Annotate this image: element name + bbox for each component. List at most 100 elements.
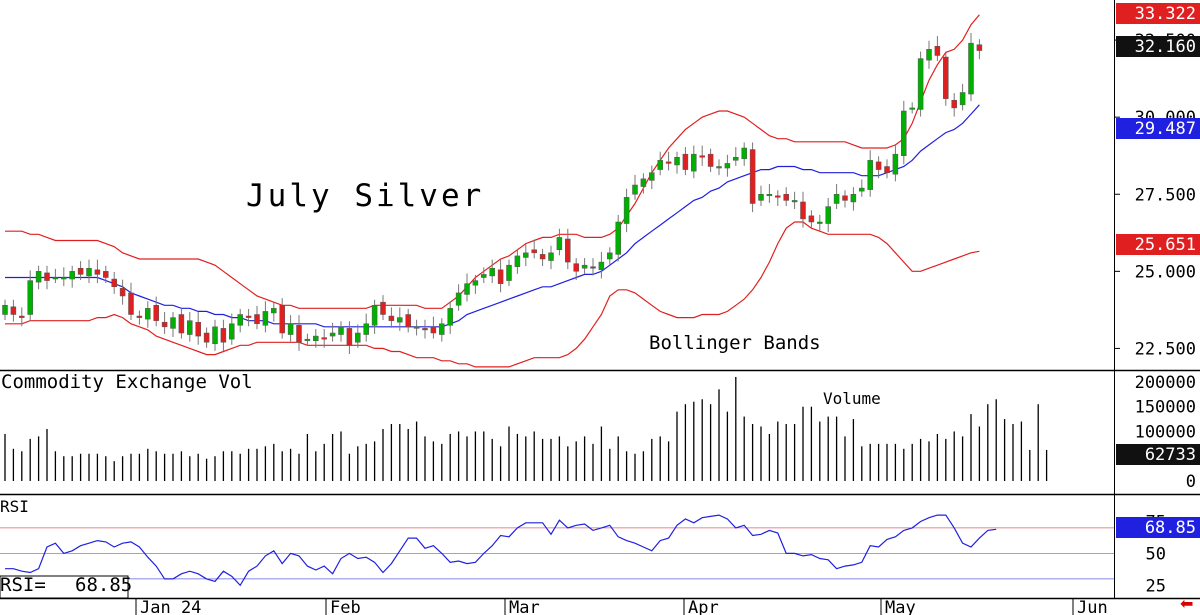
price-badge-bg <box>1116 36 1200 57</box>
candle-body <box>968 42 974 95</box>
candle-body <box>657 160 663 170</box>
candle-body <box>716 166 722 169</box>
x-tick-label: Jun <box>1077 598 1108 615</box>
candle-body <box>598 261 605 271</box>
candle-body <box>674 157 680 166</box>
candle-body <box>825 206 831 224</box>
candlestick-series <box>2 32 983 354</box>
candle-body <box>749 149 756 204</box>
candle-body <box>649 172 655 181</box>
candle-body <box>917 58 924 110</box>
chart-labels: July Silver Bollinger Bands Commodity Ex… <box>0 178 881 596</box>
volume-badge: 62733 <box>1145 445 1196 465</box>
gridlines <box>0 527 1114 580</box>
lower-band-line <box>5 221 980 368</box>
candle-body <box>187 320 193 335</box>
volume-panel-label: Commodity Exchange Vol <box>1 371 253 393</box>
candle-body <box>430 326 437 334</box>
price-badge: 25.651 <box>1135 235 1196 255</box>
candle-body <box>422 328 428 331</box>
candle-body <box>380 301 386 315</box>
candle-body <box>565 238 571 263</box>
candle-body <box>682 153 689 170</box>
axes: 22.50025.00027.50030.00032.5002000001500… <box>135 31 1196 615</box>
candle-body <box>19 315 25 318</box>
volume-tick-label: 0 <box>1186 472 1196 492</box>
candle-body <box>262 311 269 326</box>
candle-body <box>313 335 319 341</box>
candle-body <box>514 255 521 267</box>
bollinger-bands <box>5 14 980 368</box>
candle-body <box>590 266 596 269</box>
rsi-readout-value: 68.85 <box>75 574 132 596</box>
candle-body <box>842 195 848 201</box>
candle-body <box>321 337 327 340</box>
candle-body <box>926 49 932 61</box>
candle-body <box>640 178 647 187</box>
candle-body <box>607 252 613 260</box>
price-badge-bg <box>1116 118 1200 139</box>
x-tick-label: Jan 24 <box>140 598 201 615</box>
candle-body <box>800 201 806 220</box>
candle-body <box>363 323 369 335</box>
candle-body <box>329 332 336 337</box>
candle-body <box>531 249 537 254</box>
candle-body <box>691 153 697 172</box>
candle-body <box>909 107 915 110</box>
scroll-left-icon[interactable]: ⬅ <box>1180 594 1194 613</box>
rsi-panel-label: RSI <box>0 497 29 516</box>
candle-body <box>934 46 941 56</box>
volume-badge-bg <box>1116 444 1200 465</box>
candle-body <box>901 110 907 156</box>
candle-body <box>397 317 403 323</box>
candle-body <box>943 56 949 99</box>
candle-body <box>128 292 134 315</box>
candle-body <box>195 321 201 337</box>
candle-body <box>237 314 243 326</box>
candle-body <box>775 195 781 198</box>
candle-body <box>791 200 798 203</box>
candle-body <box>766 194 773 197</box>
candle-body <box>497 269 504 284</box>
volume-tick-label: 200000 <box>1135 373 1196 393</box>
candle-body <box>464 283 470 295</box>
candle-body <box>111 278 117 287</box>
candle-body <box>27 280 33 315</box>
x-tick-label: Feb <box>330 598 361 615</box>
candle-body <box>867 160 873 190</box>
rsi-line <box>5 514 997 587</box>
candle-body <box>875 161 882 170</box>
candle-body <box>178 314 185 334</box>
candle-body <box>808 215 815 223</box>
volume-bars <box>4 376 1048 481</box>
price-badge: 33.322 <box>1135 4 1196 24</box>
candle-body <box>724 163 731 169</box>
candle-body <box>296 325 302 343</box>
candle-body <box>61 277 67 280</box>
price-badge-bg <box>1116 3 1200 24</box>
candle-body <box>581 264 588 269</box>
candle-body <box>44 272 50 281</box>
rsi-badge: 68.85 <box>1145 518 1196 538</box>
x-tick-label: Mar <box>509 598 540 615</box>
candle-body <box>632 184 638 195</box>
rsi-badge-bg <box>1116 517 1200 538</box>
rsi-series <box>0 514 997 599</box>
candle-body <box>86 268 92 277</box>
x-tick-label: May <box>885 598 916 615</box>
price-badge: 29.487 <box>1135 119 1196 139</box>
candle-body <box>69 271 75 280</box>
candle-body <box>447 308 453 326</box>
candle-body <box>615 221 621 255</box>
candle-body <box>52 277 59 280</box>
candle-body <box>758 194 764 201</box>
candle-body <box>959 92 966 106</box>
candle-body <box>699 155 705 158</box>
candle-body <box>103 271 109 278</box>
candle-body <box>119 288 126 297</box>
price-badge: 32.160 <box>1135 37 1196 57</box>
candle-body <box>170 317 176 329</box>
chart-title: July Silver <box>246 178 484 214</box>
candle-body <box>506 264 512 281</box>
candle-body <box>10 306 17 315</box>
